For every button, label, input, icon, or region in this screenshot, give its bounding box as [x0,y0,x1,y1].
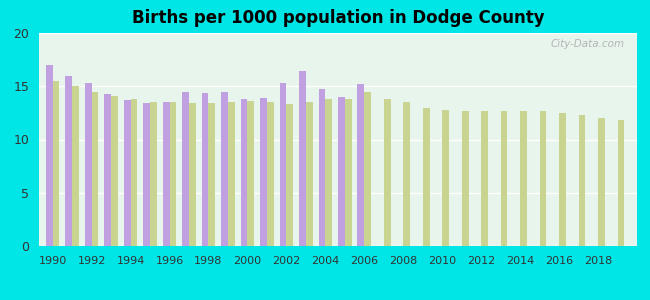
Bar [221,92,228,246]
Bar [240,99,248,246]
Bar [84,83,92,246]
Bar [520,111,527,246]
Bar [578,115,586,246]
Bar [72,86,79,246]
Title: Births per 1000 population in Dodge County: Births per 1000 population in Dodge Coun… [132,9,544,27]
Bar [358,84,364,246]
Bar [299,71,306,246]
Bar [462,111,469,246]
Bar [260,98,267,246]
Text: City-Data.com: City-Data.com [551,39,625,50]
Bar [598,118,605,246]
Bar [111,96,118,246]
Bar [618,120,625,246]
Bar [228,102,235,246]
Bar [287,104,293,246]
Bar [540,111,547,246]
Bar [53,81,59,246]
Bar [182,92,189,246]
Bar [209,103,215,246]
Bar [403,102,410,246]
Bar [46,65,53,246]
Bar [326,99,332,246]
Bar [65,76,72,246]
Bar [442,110,449,246]
Bar [280,83,287,246]
Bar [131,99,137,246]
Bar [422,107,430,246]
Bar [124,100,131,246]
Bar [150,102,157,246]
Bar [384,99,391,246]
Bar [202,93,209,246]
Bar [481,111,488,246]
Bar [92,92,98,246]
Bar [338,97,344,246]
Bar [500,111,508,246]
Bar [344,99,352,246]
Bar [143,103,150,246]
Bar [170,102,176,246]
Bar [248,101,254,246]
Bar [559,113,566,246]
Bar [364,92,371,246]
Bar [189,103,196,246]
Bar [267,102,274,246]
Bar [104,94,111,246]
Bar [306,102,313,246]
Bar [318,89,326,246]
Bar [162,102,170,246]
